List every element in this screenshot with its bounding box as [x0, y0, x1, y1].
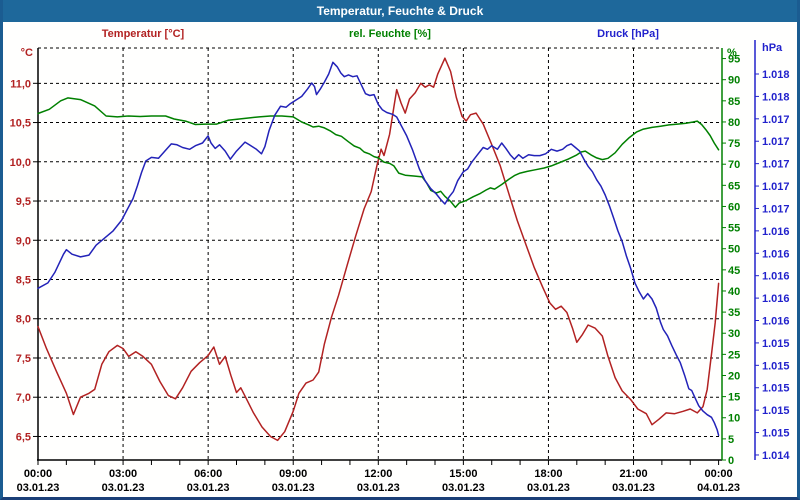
humidity-tick-label: 60: [728, 201, 740, 213]
humidity-tick-label: 85: [728, 96, 740, 108]
humidity-tick-label: 25: [728, 349, 740, 361]
humidity-tick-label: 50: [728, 244, 740, 256]
legend-humidity-label: rel. Feuchte [%]: [349, 28, 431, 40]
pressure-tick-label: 1.016: [762, 226, 790, 238]
pressure-tick-label: 1.014: [762, 450, 790, 462]
temperature-tick-label: 11,0: [10, 78, 31, 90]
humidity-tick-label: 95: [728, 54, 740, 66]
legend-temperature-label: Temperatur [°C]: [101, 28, 185, 40]
pressure-tick-label: 1.017: [762, 159, 790, 171]
humidity-tick-label: 75: [728, 138, 740, 150]
pressure-tick-label: 1.018: [762, 69, 790, 81]
humidity-tick-label: 15: [728, 392, 740, 404]
temperature-tick-label: 7,5: [16, 353, 31, 365]
humidity-tick-label: 90: [728, 75, 740, 87]
pressure-tick-label: 1.016: [762, 316, 790, 328]
temperature-tick-label: 10,5: [10, 118, 31, 130]
pressure-tick-label: 1.017: [762, 114, 790, 126]
window-titlebar: Temperatur, Feuchte & Druck: [3, 0, 797, 22]
pressure-tick-label: 1.015: [762, 405, 790, 417]
time-tick-label: 18:00: [534, 468, 562, 480]
date-tick-label: 03.01.23: [272, 482, 315, 494]
temperature-tick-label: 9,5: [16, 196, 31, 208]
pressure-unit-label: hPa: [762, 42, 783, 54]
pressure-tick-label: 1.015: [762, 338, 790, 350]
temperature-tick-label: 8,0: [16, 314, 31, 326]
humidity-unit-label: %: [727, 47, 737, 59]
date-tick-label: 03.01.23: [17, 482, 60, 494]
series-line-pressure: [37, 61, 720, 437]
time-tick-label: 15:00: [449, 468, 477, 480]
pressure-tick-label: 1.018: [762, 91, 790, 103]
humidity-tick-label: 45: [728, 265, 740, 277]
humidity-tick-label: 80: [728, 117, 740, 129]
pressure-tick-label: 1.016: [762, 248, 790, 260]
humidity-tick-label: 40: [728, 286, 740, 298]
date-tick-label: 03.01.23: [357, 482, 400, 494]
date-tick-label: 03.01.23: [612, 482, 655, 494]
pressure-tick-label: 1.016: [762, 271, 790, 283]
date-tick-label: 03.01.23: [187, 482, 230, 494]
time-tick-label: 12:00: [364, 468, 392, 480]
chart-plot: 11,010,510,09,59,08,58,07,57,06,500:0003…: [10, 40, 790, 494]
series-line-temperature: [37, 57, 720, 442]
pressure-tick-label: 1.017: [762, 203, 790, 215]
pressure-tick-label: 1.017: [762, 181, 790, 193]
humidity-tick-label: 0: [728, 455, 734, 467]
humidity-tick-label: 5: [728, 434, 734, 446]
pressure-tick-label: 1.017: [762, 136, 790, 148]
date-tick-label: 03.01.23: [102, 482, 145, 494]
pressure-tick-label: 1.015: [762, 360, 790, 372]
humidity-tick-label: 55: [728, 223, 740, 235]
window-title: Temperatur, Feuchte & Druck: [316, 4, 484, 18]
legend-pressure-label: Druck [hPa]: [597, 28, 659, 40]
time-tick-label: 03:00: [109, 468, 137, 480]
humidity-tick-label: 30: [728, 328, 740, 340]
humidity-tick-label: 20: [728, 370, 740, 382]
temperature-tick-label: 10,0: [10, 157, 31, 169]
time-tick-label: 00:00: [24, 468, 52, 480]
humidity-tick-label: 35: [728, 307, 740, 319]
time-tick-label: 21:00: [619, 468, 647, 480]
temperature-unit-label: °C: [21, 47, 33, 59]
temperature-tick-label: 9,0: [16, 235, 31, 247]
pressure-tick-label: 1.016: [762, 293, 790, 305]
time-tick-label: 09:00: [279, 468, 307, 480]
time-tick-label: 06:00: [194, 468, 222, 480]
temperature-tick-label: 6,5: [16, 431, 31, 443]
pressure-tick-label: 1.015: [762, 428, 790, 440]
temperature-tick-label: 8,5: [16, 275, 31, 287]
time-tick-label: 00:00: [705, 468, 733, 480]
date-tick-label: 04.01.23: [697, 482, 740, 494]
humidity-tick-label: 10: [728, 413, 740, 425]
temperature-tick-label: 7,0: [16, 392, 31, 404]
date-tick-label: 03.01.23: [442, 482, 485, 494]
humidity-tick-label: 65: [728, 180, 740, 192]
pressure-tick-label: 1.015: [762, 383, 790, 395]
chart-panel: Temperatur [°C] rel. Feuchte [%] Druck […: [3, 22, 797, 497]
date-tick-label: 03.01.23: [527, 482, 570, 494]
humidity-tick-label: 70: [728, 159, 740, 171]
